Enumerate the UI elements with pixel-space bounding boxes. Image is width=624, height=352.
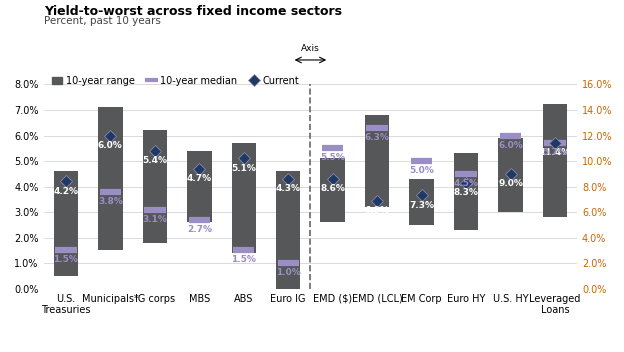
Text: 4.3%: 4.3% bbox=[276, 184, 301, 193]
Bar bbox=[187, 151, 212, 222]
Text: 5.0%: 5.0% bbox=[409, 166, 434, 175]
Text: 1.0%: 1.0% bbox=[276, 268, 301, 277]
Text: 9.0%: 9.0% bbox=[498, 179, 523, 188]
Text: 6.9%: 6.9% bbox=[364, 206, 389, 215]
Text: 5.4%: 5.4% bbox=[142, 156, 167, 165]
Bar bbox=[143, 131, 167, 243]
Text: 4.2%: 4.2% bbox=[54, 187, 79, 196]
Legend: 10-year range, 10-year median, Current: 10-year range, 10-year median, Current bbox=[49, 72, 303, 90]
Bar bbox=[54, 171, 78, 276]
Text: 7.3%: 7.3% bbox=[409, 201, 434, 209]
Bar bbox=[98, 107, 122, 250]
Text: Axis: Axis bbox=[301, 44, 320, 53]
Text: 1.5%: 1.5% bbox=[54, 256, 79, 264]
Text: 8.3%: 8.3% bbox=[454, 188, 479, 197]
Text: 4.5%: 4.5% bbox=[454, 179, 479, 188]
Text: 5.5%: 5.5% bbox=[320, 153, 345, 162]
Bar bbox=[276, 171, 300, 289]
Text: 1.5%: 1.5% bbox=[232, 256, 256, 264]
Text: 4.7%: 4.7% bbox=[187, 174, 212, 183]
Bar bbox=[321, 158, 345, 222]
Text: 3.1%: 3.1% bbox=[142, 215, 167, 224]
Text: 6.0%: 6.0% bbox=[98, 141, 123, 150]
Text: 5.1%: 5.1% bbox=[232, 164, 256, 172]
Bar bbox=[409, 179, 434, 225]
Text: 11.4%: 11.4% bbox=[539, 148, 570, 157]
Bar bbox=[454, 153, 478, 230]
Bar bbox=[543, 103, 567, 217]
Text: 6.0%: 6.0% bbox=[498, 141, 523, 150]
Bar bbox=[232, 143, 256, 253]
Text: 6.3%: 6.3% bbox=[364, 133, 389, 142]
Text: 8.6%: 8.6% bbox=[320, 184, 345, 193]
Text: Percent, past 10 years: Percent, past 10 years bbox=[44, 16, 160, 26]
Text: 2.7%: 2.7% bbox=[187, 225, 212, 234]
Text: Yield-to-worst across fixed income sectors: Yield-to-worst across fixed income secto… bbox=[44, 5, 342, 18]
Text: 5.7%: 5.7% bbox=[542, 148, 567, 157]
Text: 3.8%: 3.8% bbox=[98, 197, 123, 206]
Bar bbox=[365, 115, 389, 207]
Bar bbox=[499, 138, 523, 212]
